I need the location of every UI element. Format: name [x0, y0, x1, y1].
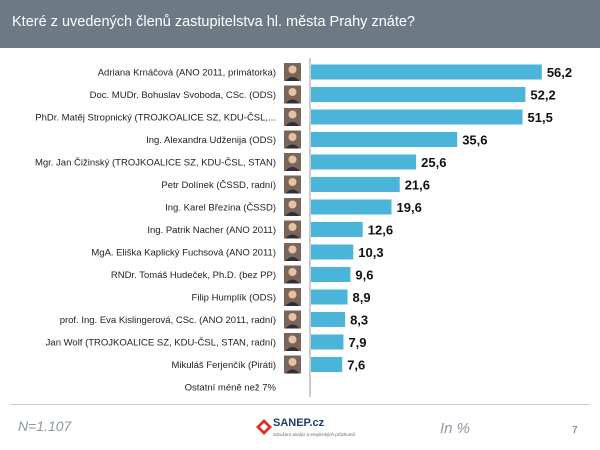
bar	[311, 199, 392, 215]
person-photo-icon	[284, 288, 301, 306]
person-photo-icon	[284, 108, 301, 126]
value-label: 19,6	[397, 200, 422, 215]
person-photo-icon	[284, 220, 301, 239]
person-photo-icon	[284, 310, 301, 329]
bar	[311, 109, 523, 125]
person-photo-icon	[284, 85, 301, 104]
logo-text: SANEP.cz	[273, 417, 325, 429]
sample-size: N=1.107	[18, 418, 72, 434]
bar	[311, 357, 343, 372]
person-photo-icon	[284, 333, 301, 351]
category-label: RNDr. Tomáš Hudeček, Ph.D. (bez PP)	[111, 270, 276, 281]
header-bar: Které z uvedených členů zastupitelstva h…	[0, 0, 600, 48]
category-label: Ing. Alexandra Udženija (ODS)	[146, 135, 276, 146]
person-photo-icon	[284, 243, 301, 261]
page-title: Které z uvedených členů zastupitelstva h…	[12, 14, 415, 30]
value-label: 52,2	[530, 88, 555, 103]
person-photo-icon	[284, 355, 301, 374]
category-label: Doc. MUDr. Bohuslav Svoboda, CSc. (ODS)	[90, 90, 276, 101]
value-label: 56,2	[547, 65, 572, 80]
value-label: 35,6	[462, 133, 487, 148]
footer-divider	[10, 404, 590, 405]
value-label: 7,9	[348, 335, 366, 350]
person-photo-icon	[284, 265, 301, 284]
category-label: PhDr. Matěj Stropnický (TROJKOALICE SZ, …	[35, 113, 276, 124]
value-label: 8,3	[350, 313, 368, 328]
value-label: 9,6	[355, 268, 373, 283]
value-label: 10,3	[358, 245, 383, 260]
bar	[311, 312, 346, 327]
value-label: 7,6	[347, 358, 365, 373]
category-label: Mgr. Jan Čižinský (TROJKOALICE SZ, KDU-Č…	[35, 158, 276, 169]
category-label: Jan Wolf (TROJKOALICE SZ, KDU-ČSL, STAN,…	[46, 338, 276, 349]
category-label: Filip Humplík (ODS)	[192, 293, 276, 304]
logo-icon	[256, 419, 272, 435]
bar	[311, 64, 542, 80]
category-label: Ing. Karel Březina (ČSSD)	[165, 203, 276, 214]
bar	[311, 222, 363, 237]
category-label: Petr Dolínek (ČSSD, radní)	[161, 180, 276, 191]
bar	[311, 132, 458, 147]
person-photo-icon	[284, 63, 301, 81]
person-photo-icon	[284, 198, 301, 216]
logo-subtitle: Sdružení analýz a empirických průzkumů	[273, 432, 356, 437]
bar	[311, 267, 351, 282]
sanep-logo: SANEP.cz Sdružení analýz a empirických p…	[255, 416, 355, 446]
bar	[311, 87, 526, 102]
unit-label: In %	[440, 420, 471, 437]
person-photo-icon	[284, 130, 301, 149]
person-photo-icon	[284, 153, 301, 171]
category-label: prof. Ing. Eva Kislingerová, CSc. (ANO 2…	[60, 315, 276, 326]
category-label: MgA. Eliška Kaplický Fuchsová (ANO 2011)	[91, 248, 276, 259]
bar	[311, 289, 348, 305]
category-label: Adriana Krnáčová (ANO 2011, primátorka)	[98, 68, 276, 79]
value-label: 21,6	[405, 178, 430, 193]
value-label: 8,9	[353, 290, 371, 305]
category-label: Ostatní méně než 7%	[185, 383, 277, 394]
category-label: Ing. Patrik Nacher (ANO 2011)	[147, 225, 276, 236]
value-label: 12,6	[368, 223, 393, 238]
bar	[311, 154, 417, 170]
bar-chart: Adriana Krnáčová (ANO 2011, primátorka) 5…	[35, 58, 572, 397]
person-photo-icon	[284, 175, 301, 194]
bar	[311, 177, 400, 192]
bar	[311, 244, 354, 260]
category-label: Mikuláš Ferjenčík (Piráti)	[171, 360, 276, 371]
value-label: 25,6	[421, 155, 446, 170]
bar	[311, 334, 344, 350]
page-number: 7	[572, 425, 578, 436]
value-label: 51,5	[528, 110, 553, 125]
